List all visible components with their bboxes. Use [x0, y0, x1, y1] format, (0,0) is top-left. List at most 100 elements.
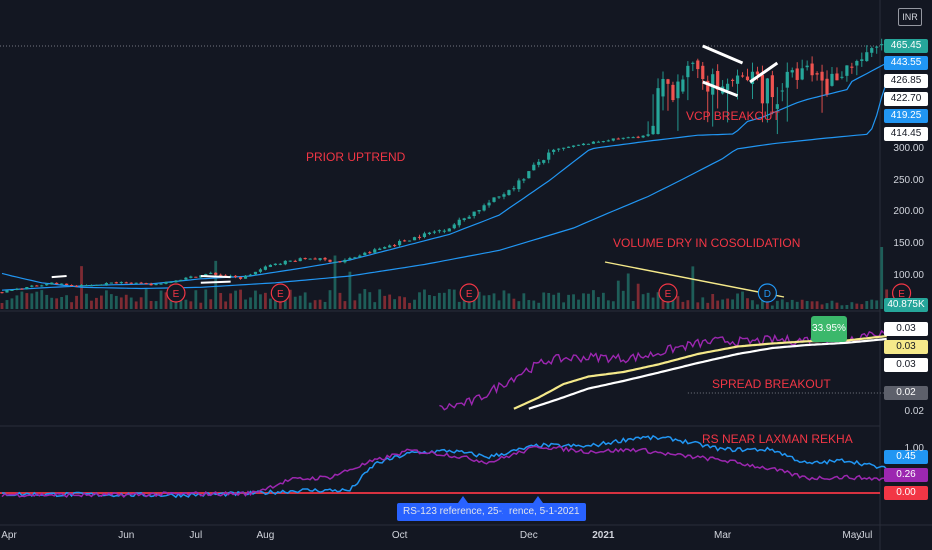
volume-trendline: [604, 261, 785, 298]
candle-body: [40, 285, 44, 287]
volume-bar: [273, 294, 277, 309]
indicator-panes: [0, 329, 888, 503]
volume-bar: [249, 297, 252, 309]
volume-bar: [785, 302, 789, 309]
candle-body: [671, 84, 675, 101]
candle-body: [641, 135, 645, 138]
candle-body: [238, 277, 243, 279]
volume-bar: [278, 300, 282, 309]
volume-bar: [756, 304, 759, 309]
volume-bar: [830, 300, 834, 309]
candle-body: [457, 219, 461, 226]
candle-body: [701, 65, 705, 80]
candle-body: [303, 257, 307, 260]
candle-body: [691, 62, 695, 64]
volume-bar: [577, 299, 580, 309]
volume-bar: [547, 292, 551, 309]
volume-bar: [840, 305, 844, 309]
volume-bar: [408, 302, 411, 309]
volume-bar: [646, 292, 650, 309]
volume-bar: [134, 301, 138, 309]
volume-bar: [457, 301, 461, 309]
candle-body: [407, 240, 412, 242]
volume-bar: [482, 295, 486, 309]
volume-bar: [557, 292, 561, 309]
volume-bar: [631, 301, 635, 309]
volume-bar: [144, 289, 148, 309]
volume-bar: [587, 293, 590, 309]
volume-bar: [100, 295, 103, 309]
candle-body: [651, 125, 655, 135]
volume-bar: [761, 299, 764, 309]
earnings-marker: [658, 283, 678, 303]
volume-bar: [194, 290, 198, 309]
candle-body: [492, 197, 496, 202]
volume-bar: [70, 302, 73, 309]
earnings-marker-label: E: [898, 289, 905, 300]
volume-bar: [850, 302, 854, 309]
volume-bar: [413, 299, 416, 309]
volume-bar: [636, 283, 640, 309]
volume-bar: [244, 299, 247, 309]
volume-bar: [736, 293, 739, 309]
candle-body: [601, 141, 605, 143]
overlays: [51, 44, 785, 298]
candle-body: [338, 261, 342, 263]
volume-bar: [552, 294, 556, 309]
candle-body: [383, 247, 387, 249]
candle-body: [114, 282, 118, 284]
volume-bars: [0, 247, 889, 309]
candles: [0, 38, 889, 294]
candle-body: [412, 237, 417, 241]
volume-bar: [229, 293, 233, 309]
candle-body: [378, 248, 382, 250]
candle-body: [189, 276, 193, 278]
candle-body: [855, 60, 859, 66]
volume-bar: [114, 295, 118, 309]
volume-bar: [507, 293, 511, 309]
volume-bar: [527, 300, 531, 309]
candle-body: [373, 249, 377, 253]
candle-body: [591, 141, 596, 144]
candle-body: [74, 285, 79, 287]
volume-bar: [338, 292, 342, 309]
candle-body: [45, 284, 49, 286]
candle-body: [865, 52, 869, 62]
volume-bar: [358, 293, 362, 309]
candle-body: [10, 289, 14, 291]
volume-bar: [403, 297, 406, 309]
candle-body: [30, 285, 34, 287]
volume-bar: [477, 291, 481, 309]
candle-body: [393, 245, 397, 247]
candle-body: [571, 145, 576, 147]
volume-bar: [40, 290, 44, 309]
candle-body: [616, 138, 620, 140]
volume-bar: [293, 296, 297, 309]
volume-bar: [651, 297, 655, 309]
candle-body: [527, 171, 531, 179]
candle-body: [542, 160, 546, 163]
candle-body: [204, 274, 208, 276]
candle-body: [487, 202, 491, 206]
candle-body: [726, 83, 730, 91]
candle-body: [174, 280, 178, 283]
volume-bar: [626, 273, 630, 309]
candle-body: [154, 283, 158, 286]
candle-body: [735, 75, 740, 84]
volume-bar: [681, 301, 685, 309]
candle-body: [512, 188, 516, 190]
volume-bar: [432, 296, 436, 309]
candle-body: [79, 284, 84, 287]
candle-body: [770, 75, 774, 98]
candle-body: [20, 288, 24, 290]
volume-bar: [318, 299, 322, 309]
volume-bar: [234, 290, 237, 309]
volume-bar: [20, 291, 24, 309]
candle-body: [537, 161, 541, 165]
candle-body: [263, 266, 268, 270]
volume-bar: [880, 247, 884, 309]
candle-body: [169, 281, 173, 283]
candle-body: [755, 71, 760, 75]
candle-body: [775, 104, 779, 109]
